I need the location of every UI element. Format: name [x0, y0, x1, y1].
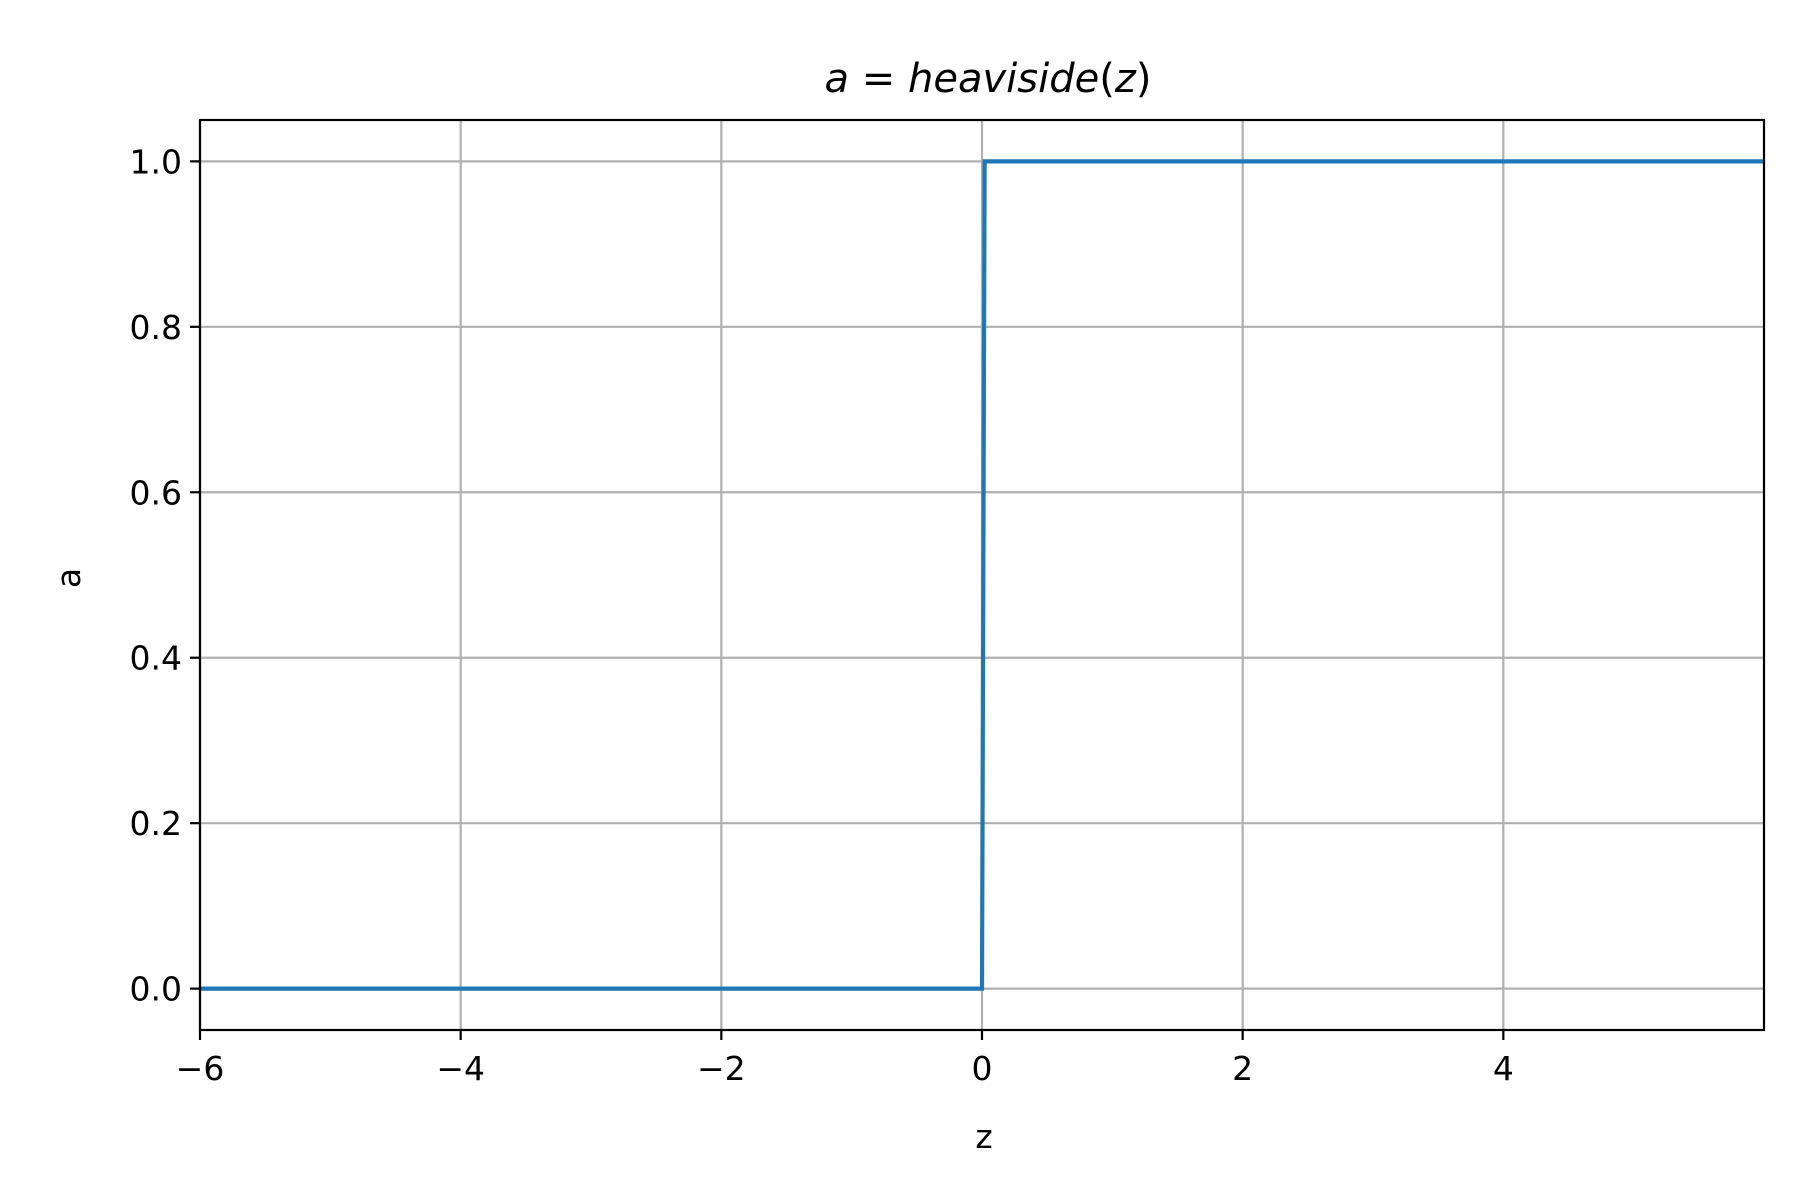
y-tick-label: 1.0 — [130, 142, 182, 181]
y-ticks: 0.0 0.2 0.4 0.6 0.8 1.0 — [130, 142, 200, 1009]
series-line — [200, 159, 1764, 991]
y-axis-label: a — [49, 568, 88, 588]
title-close-paren: ) — [1136, 56, 1152, 102]
y-tick-label: 0.8 — [130, 308, 182, 347]
x-tick-label: 0 — [972, 1049, 993, 1088]
x-ticks: −6 −4 −2 0 2 4 — [176, 1030, 1514, 1088]
x-tick-label: 4 — [1493, 1049, 1514, 1088]
series-layer — [200, 159, 1764, 991]
y-tick-label: 0.2 — [130, 804, 182, 843]
y-tick-label: 0.6 — [130, 473, 182, 512]
y-tick-label: 0.4 — [130, 639, 182, 678]
chart-title: a = heaviside(z) — [825, 56, 1152, 102]
title-equals: = — [849, 56, 908, 102]
title-function: heaviside — [908, 56, 1099, 102]
x-tick-label: −2 — [697, 1049, 746, 1088]
x-tick-label: −6 — [176, 1049, 225, 1088]
title-open-paren: ( — [1099, 56, 1115, 102]
x-tick-label: −4 — [436, 1049, 485, 1088]
title-argument: z — [1114, 56, 1137, 102]
title-lhs: a — [825, 56, 850, 102]
x-tick-label: 2 — [1232, 1049, 1253, 1088]
x-axis-label: z — [975, 1117, 992, 1156]
y-tick-label: 0.0 — [130, 970, 182, 1009]
